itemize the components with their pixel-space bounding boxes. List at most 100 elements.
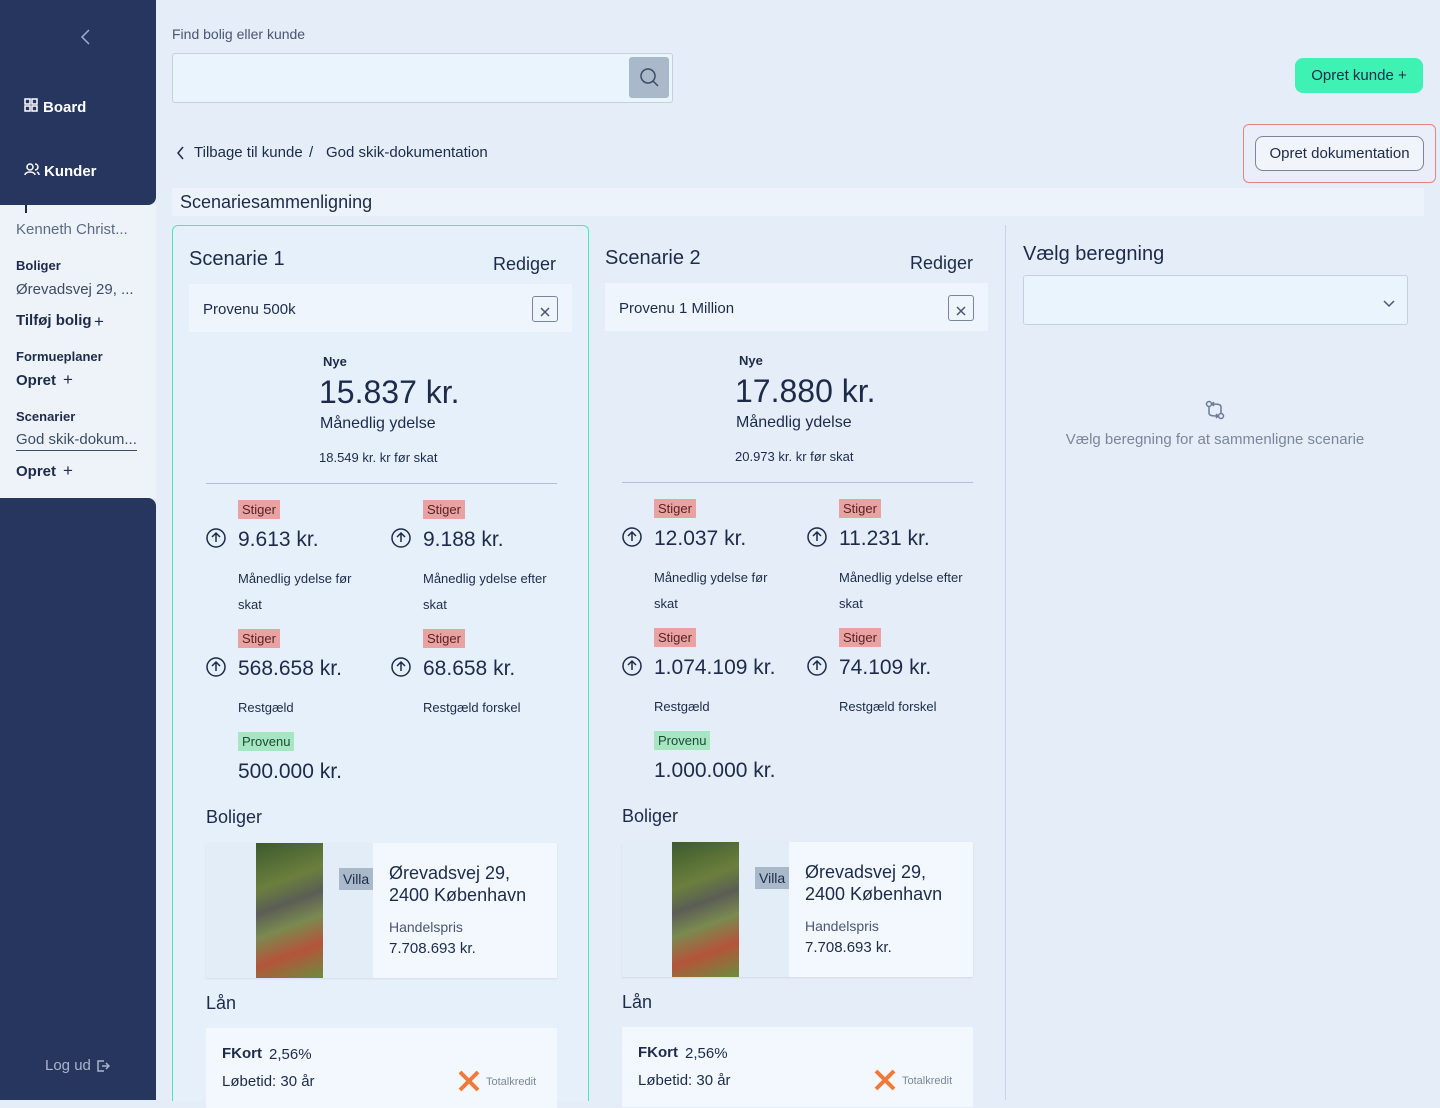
add-formueplan[interactable]: Opret bbox=[16, 372, 57, 389]
edit-link[interactable]: Rediger bbox=[492, 254, 556, 274]
metric-value: 11.231 kr. bbox=[839, 527, 930, 550]
nav-kunder[interactable]: Kunder bbox=[24, 162, 97, 180]
lender-logo bbox=[874, 1069, 896, 1096]
address-line: 2400 København bbox=[805, 884, 943, 904]
provenu-value: 500.000 kr. bbox=[238, 760, 342, 783]
create-customer-button[interactable]: Opret kunde + bbox=[1295, 58, 1423, 93]
sidebar-mid bbox=[0, 205, 156, 498]
nav-board[interactable]: Board bbox=[24, 98, 86, 116]
plus-icon[interactable]: + bbox=[94, 312, 104, 331]
icon bbox=[80, 29, 90, 45]
loan-card[interactable]: FKort 2,56% Løbetid: 30 år Totalkredit bbox=[622, 1027, 973, 1107]
plus-icon[interactable]: + bbox=[63, 370, 73, 389]
trend-icon bbox=[807, 527, 827, 552]
nav-label: Kunder bbox=[44, 163, 97, 180]
tag: Stiger bbox=[423, 629, 465, 648]
collapse-button[interactable] bbox=[78, 28, 94, 51]
property-type: Villa bbox=[339, 868, 374, 890]
trend-icon bbox=[206, 657, 226, 682]
loan-name: FKort bbox=[222, 1045, 262, 1062]
icon bbox=[622, 656, 642, 676]
lender-logo bbox=[458, 1070, 480, 1097]
compare-title: Vælg beregning bbox=[1023, 243, 1165, 265]
icon bbox=[206, 528, 226, 548]
edit-link[interactable]: Rediger bbox=[909, 253, 973, 273]
customer-link[interactable]: Kenneth Christ... bbox=[16, 221, 128, 238]
loan-card[interactable]: FKort 2,56% Løbetid: 30 år Totalkredit bbox=[206, 1028, 557, 1108]
remove-button[interactable] bbox=[532, 296, 558, 322]
scenario-column: Scenarie 2 Rediger Provenu 1 Million Nye 17.… bbox=[589, 225, 1006, 1107]
icon bbox=[24, 98, 38, 112]
subheading: Boliger bbox=[622, 806, 679, 826]
scenario-title: Scenarie 1 bbox=[189, 248, 285, 270]
add-bolig[interactable]: Tilføj bolig bbox=[16, 312, 92, 329]
icon bbox=[24, 163, 40, 176]
address-line: Ørevadsvej 29, bbox=[389, 863, 511, 883]
metric-value: 568.658 kr. bbox=[238, 657, 342, 680]
metric-value: 9.613 kr. bbox=[238, 528, 319, 551]
icon bbox=[177, 146, 184, 160]
price: 7.708.693 kr. bbox=[389, 940, 476, 957]
address-line: 2400 København bbox=[389, 885, 527, 905]
sidebar-top bbox=[0, 0, 156, 205]
section-label: Boliger bbox=[16, 258, 61, 273]
compare-select[interactable] bbox=[1023, 275, 1408, 325]
metric-label: Månedlig ydelse efter skat bbox=[839, 570, 963, 611]
icon bbox=[391, 528, 411, 548]
metric-label: Restgæld bbox=[238, 700, 294, 715]
monthly-label: Månedlig ydelse bbox=[320, 415, 436, 432]
trend-icon bbox=[622, 527, 642, 552]
loan-rate: 2,56% bbox=[269, 1046, 312, 1063]
divider bbox=[622, 482, 973, 483]
icon bbox=[956, 306, 966, 316]
tag: Provenu bbox=[654, 731, 711, 750]
loan-term: Løbetid: 30 år bbox=[638, 1072, 731, 1089]
tag: Stiger bbox=[238, 500, 280, 519]
subheading: Boliger bbox=[206, 807, 263, 827]
icon bbox=[206, 657, 226, 677]
plus-icon[interactable]: + bbox=[63, 461, 73, 480]
logout-icon[interactable] bbox=[96, 1059, 111, 1078]
subheading: Lån bbox=[622, 992, 653, 1012]
property-card[interactable]: Villa Ørevadsvej 29, 2400 København Handels… bbox=[206, 843, 557, 978]
property-card[interactable]: Villa Ørevadsvej 29, 2400 København Handels… bbox=[622, 842, 973, 977]
metric-label: Restgæld bbox=[654, 699, 710, 714]
remove-button[interactable] bbox=[948, 295, 974, 321]
scenario-title: Scenarie 2 bbox=[605, 247, 701, 269]
property-type: Villa bbox=[755, 867, 790, 889]
metric-value: 12.037 kr. bbox=[654, 527, 747, 550]
metric-value: 68.658 kr. bbox=[423, 657, 516, 680]
new-label: Nye bbox=[323, 354, 347, 369]
tag: Stiger bbox=[839, 628, 881, 647]
back-chevron[interactable] bbox=[176, 146, 186, 165]
metric-value: 1.074.109 kr. bbox=[654, 656, 776, 679]
scenarie-link[interactable]: God skik-dokum... bbox=[16, 431, 137, 451]
monthly-amount: 15.837 kr. bbox=[319, 374, 460, 410]
icon bbox=[874, 1069, 896, 1091]
tag: Stiger bbox=[654, 628, 696, 647]
trend-icon bbox=[391, 528, 411, 553]
icon bbox=[540, 307, 550, 317]
tag: Stiger bbox=[654, 499, 696, 518]
bolig-link[interactable]: Ørevadsvej 29, ... bbox=[16, 281, 134, 298]
create-documentation-button[interactable]: Opret dokumentation bbox=[1255, 136, 1424, 171]
loan-term: Løbetid: 30 år bbox=[222, 1073, 315, 1090]
trend-icon bbox=[391, 657, 411, 682]
section-title: Scenariesammenligning bbox=[180, 192, 373, 212]
search-input[interactable] bbox=[172, 53, 673, 103]
tag: Stiger bbox=[839, 499, 881, 518]
logout[interactable]: Log ud bbox=[45, 1057, 91, 1074]
search-button[interactable] bbox=[629, 57, 669, 98]
add-scenarie[interactable]: Opret bbox=[16, 463, 57, 480]
breadcrumb-back[interactable]: Tilbage til kunde bbox=[194, 144, 303, 161]
section-label: Formueplaner bbox=[16, 349, 103, 364]
compare-icon bbox=[1205, 400, 1225, 426]
sidebar-bottom bbox=[0, 498, 156, 1100]
before-tax: 18.549 kr. kr før skat bbox=[319, 450, 438, 465]
price-label: Handelspris bbox=[389, 919, 463, 935]
icon bbox=[622, 527, 642, 547]
lender-name: Totalkredit bbox=[902, 1075, 953, 1087]
compare-empty: Vælg beregning for at sammenligne scenar… bbox=[1065, 431, 1365, 448]
price: 7.708.693 kr. bbox=[805, 939, 892, 956]
